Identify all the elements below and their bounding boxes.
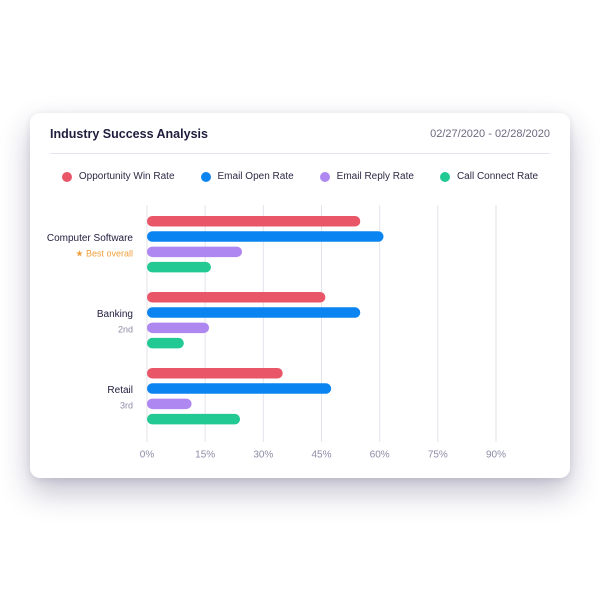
legend-label: Opportunity Win Rate (78, 171, 175, 182)
bar[interactable] (147, 383, 332, 394)
bar[interactable] (147, 322, 210, 334)
legend-item-email-reply-rate[interactable]: Email Reply Rate (319, 171, 414, 182)
bar[interactable] (147, 398, 192, 410)
bar-chart: 0% 15% 30% 45% 60% 75% 90% Computer Software ★ B… (47, 205, 506, 461)
bar[interactable] (147, 368, 283, 379)
category-label: Banking (97, 309, 133, 320)
bar[interactable] (147, 337, 184, 349)
legend-dot-opportunity-win-rate (61, 171, 72, 182)
x-tick-label: 15% (195, 450, 215, 461)
legend-label: Email Open Rate (217, 171, 294, 182)
x-tick-label: 45% (311, 450, 331, 461)
x-tick-label: 75% (428, 450, 448, 461)
legend-item-email-open-rate[interactable]: Email Open Rate (200, 171, 294, 182)
bar[interactable] (147, 231, 384, 242)
x-tick-label: 30% (253, 450, 273, 461)
x-tick-label: 0% (140, 450, 155, 461)
legend-dot-email-reply-rate (319, 171, 330, 182)
chart-card: Industry Success Analysis 02/27/2020 - 0… (30, 113, 570, 478)
bar[interactable] (147, 246, 243, 258)
header-divider (50, 153, 550, 154)
x-tick-label: 60% (370, 450, 390, 461)
legend-dot-call-connect-rate (439, 171, 450, 182)
legend-label: Email Reply Rate (336, 171, 414, 182)
bar[interactable] (147, 216, 361, 227)
legend-item-call-connect-rate[interactable]: Call Connect Rate (439, 171, 539, 182)
date-range[interactable]: 02/27/2020 - 02/28/2020 (430, 128, 550, 140)
category-label: Computer Software (47, 233, 134, 244)
bar[interactable] (147, 261, 211, 273)
best-overall-label: ★ Best overall (75, 249, 133, 259)
chart-legend: Opportunity Win Rate Email Open Rate Ema… (30, 171, 570, 182)
x-tick-label: 90% (486, 450, 506, 461)
legend-item-opportunity-win-rate[interactable]: Opportunity Win Rate (61, 171, 175, 182)
chart-title: Industry Success Analysis (50, 127, 208, 141)
bar[interactable] (147, 413, 241, 425)
rank-label: 2nd (118, 325, 133, 335)
bar[interactable] (147, 307, 361, 318)
category-label: Retail (107, 385, 133, 396)
rank-label: 3rd (120, 401, 133, 411)
bar[interactable] (147, 292, 326, 303)
legend-label: Call Connect Rate (456, 171, 539, 182)
legend-dot-email-open-rate (200, 171, 211, 182)
